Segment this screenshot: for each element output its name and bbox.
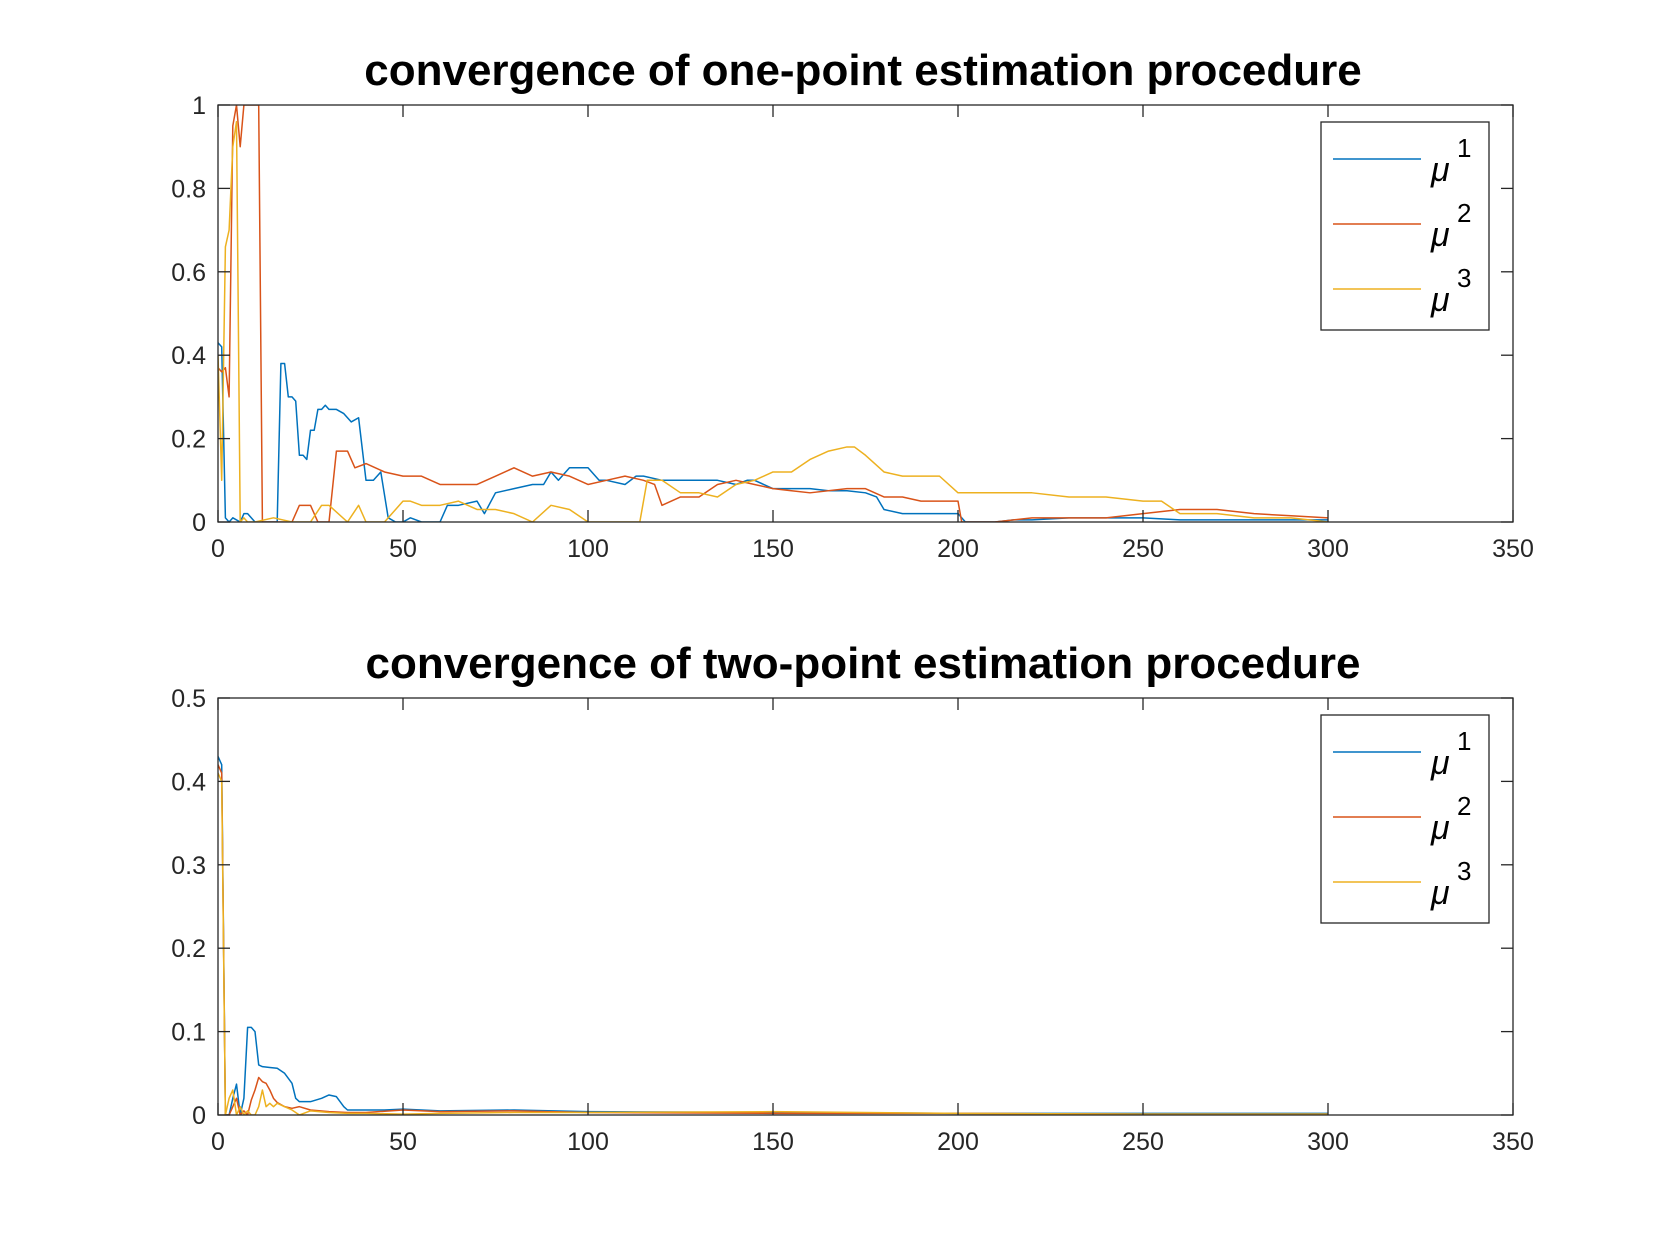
series-line-mu3: [218, 120, 1329, 522]
y-tick-label: 0.3: [171, 852, 206, 880]
plot-area: 0 50 100 150 200 250 300 350 0 0.1 0.2 0.3 0.4 0.5: [171, 685, 1534, 1156]
legend-box: [1320, 121, 1490, 331]
x-tick-label: 0: [211, 535, 225, 563]
y-tick-label: 0.1: [171, 1019, 206, 1047]
legend-entry-mu3: μ3: [1333, 856, 1471, 912]
legend-label: μ: [1430, 744, 1450, 782]
y-tick-label: 0.6: [171, 259, 206, 287]
y-tick-label: 1: [192, 92, 206, 120]
y-tick-label: 0.5: [171, 685, 206, 713]
x-tick-label: 350: [1492, 1128, 1534, 1156]
y-tick-label: 0.4: [171, 342, 206, 370]
axes-frame: [217, 104, 1514, 523]
legend-label: μ: [1430, 216, 1450, 254]
series-line-mu3: [218, 772, 1328, 1115]
legend-entry-mu1: μ1: [1333, 726, 1471, 782]
subplot-two-point: convergence of two-point estimation proc…: [171, 639, 1534, 1156]
legend-superscript: 1: [1457, 133, 1471, 163]
x-tick-label: 0: [211, 1128, 225, 1156]
legend-label: μ: [1430, 281, 1450, 319]
series-line-mu2: [218, 105, 1329, 522]
axes-frame: [217, 697, 1514, 1116]
legend-entry-mu2: μ2: [1333, 198, 1471, 254]
legend-box: [1320, 714, 1490, 924]
legend-label: μ: [1430, 874, 1450, 912]
series-line-mu2: [218, 764, 1328, 1115]
legend-superscript: 2: [1457, 791, 1471, 821]
y-tick-label: 0.2: [171, 935, 206, 963]
chart-title: convergence of two-point estimation proc…: [365, 639, 1360, 688]
legend-label: μ: [1430, 151, 1450, 189]
x-tick-label: 200: [937, 1128, 979, 1156]
x-tick-label: 100: [567, 535, 609, 563]
x-tick-label: 150: [752, 535, 794, 563]
x-tick-label: 300: [1307, 1128, 1349, 1156]
x-tick-label: 250: [1122, 535, 1164, 563]
legend-superscript: 3: [1457, 856, 1471, 886]
y-tick-label: 0: [192, 509, 206, 537]
x-tick-label: 50: [389, 535, 417, 563]
y-tick-label: 0.2: [171, 426, 206, 454]
x-tick-label: 300: [1307, 535, 1349, 563]
x-tick-label: 150: [752, 1128, 794, 1156]
x-tick-label: 250: [1122, 1128, 1164, 1156]
legend-entry-mu2: μ2: [1333, 791, 1471, 847]
legend-superscript: 1: [1457, 726, 1471, 756]
legend-entry-mu1: μ1: [1333, 133, 1471, 189]
chart-title: convergence of one-point estimation proc…: [364, 46, 1361, 95]
legend-label: μ: [1430, 809, 1450, 847]
legend-superscript: 3: [1457, 263, 1471, 293]
x-tick-label: 350: [1492, 535, 1534, 563]
x-tick-label: 100: [567, 1128, 609, 1156]
x-tick-label: 200: [937, 535, 979, 563]
legend-superscript: 2: [1457, 198, 1471, 228]
x-tick-label: 50: [389, 1128, 417, 1156]
series-line-mu1: [218, 756, 1328, 1115]
series-line-mu1: [218, 342, 1328, 522]
legend-entry-mu3: μ3: [1333, 263, 1471, 319]
subplot-one-point: convergence of one-point estimation proc…: [171, 46, 1534, 563]
y-tick-label: 0.4: [171, 768, 206, 796]
y-tick-label: 0.8: [171, 175, 206, 203]
y-tick-label: 0: [192, 1102, 206, 1130]
plot-area: 0 50 100 150 200 250 300 350 0 0.2 0.4 0.6 0.8 1: [171, 92, 1534, 563]
